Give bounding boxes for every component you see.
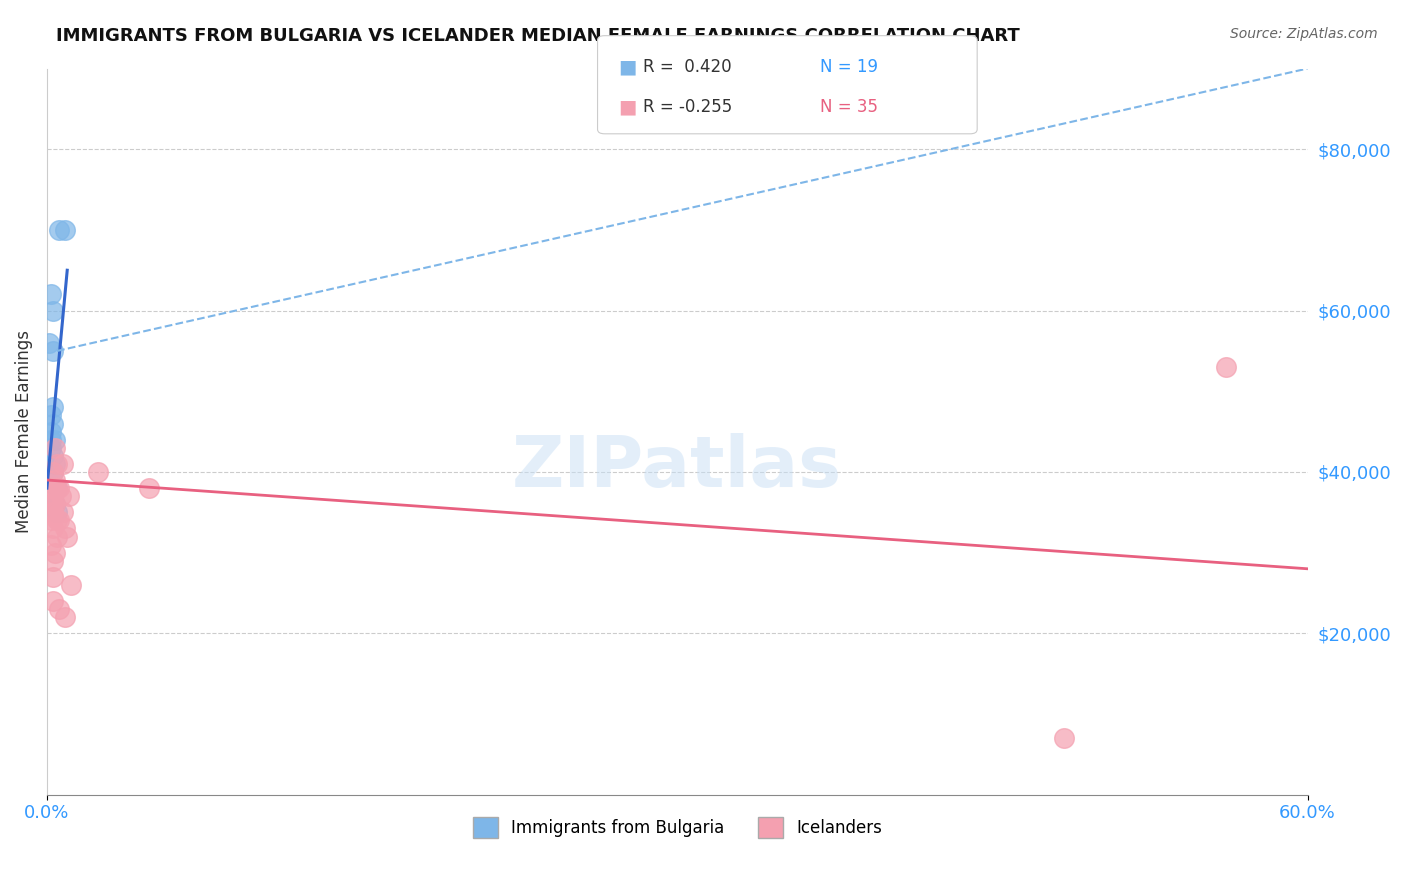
Point	[44, 497, 66, 511]
Point	[42, 465, 65, 479]
Point	[1052, 731, 1074, 746]
Text: IMMIGRANTS FROM BULGARIA VS ICELANDER MEDIAN FEMALE EARNINGS CORRELATION CHART: IMMIGRANTS FROM BULGARIA VS ICELANDER ME…	[56, 27, 1019, 45]
Point	[39, 481, 62, 495]
Point	[44, 473, 66, 487]
Point	[39, 441, 62, 455]
Point	[48, 481, 70, 495]
Text: N = 19: N = 19	[820, 58, 877, 76]
Point	[138, 481, 160, 495]
Text: ■: ■	[619, 57, 637, 77]
Text: N = 35: N = 35	[820, 98, 877, 116]
Point	[39, 513, 62, 527]
Text: R =  0.420: R = 0.420	[643, 58, 731, 76]
Text: ■: ■	[619, 97, 637, 117]
Point	[1215, 360, 1237, 375]
Point	[42, 594, 65, 608]
Point	[44, 457, 66, 471]
Point	[42, 401, 65, 415]
Point	[48, 223, 70, 237]
Point	[42, 497, 65, 511]
Point	[46, 505, 69, 519]
Point	[44, 497, 66, 511]
Text: R = -0.255: R = -0.255	[643, 98, 731, 116]
Point	[46, 513, 69, 527]
Point	[39, 409, 62, 423]
Point	[56, 529, 79, 543]
Point	[39, 425, 62, 439]
Point	[53, 521, 76, 535]
Point	[42, 417, 65, 431]
Point	[46, 529, 69, 543]
Point	[42, 465, 65, 479]
Point	[44, 481, 66, 495]
Point	[58, 489, 80, 503]
Point	[39, 497, 62, 511]
Point	[46, 481, 69, 495]
Point	[53, 223, 76, 237]
Point	[46, 481, 69, 495]
Point	[52, 457, 75, 471]
Point	[42, 570, 65, 584]
Point	[44, 433, 66, 447]
Point	[49, 489, 72, 503]
Point	[53, 610, 76, 624]
Point	[39, 287, 62, 301]
Point	[42, 505, 65, 519]
Point	[39, 538, 62, 552]
Point	[48, 513, 70, 527]
Point	[42, 449, 65, 463]
Y-axis label: Median Female Earnings: Median Female Earnings	[15, 330, 32, 533]
Point	[48, 602, 70, 616]
Text: Source: ZipAtlas.com: Source: ZipAtlas.com	[1230, 27, 1378, 41]
Point	[60, 578, 83, 592]
Point	[42, 554, 65, 568]
Point	[44, 441, 66, 455]
Point	[39, 433, 62, 447]
Point	[87, 465, 110, 479]
Text: ZIPatlas: ZIPatlas	[512, 434, 842, 502]
Point	[44, 546, 66, 560]
Point	[38, 335, 60, 350]
Point	[42, 303, 65, 318]
Point	[52, 505, 75, 519]
Point	[42, 343, 65, 358]
Point	[46, 457, 69, 471]
Point	[42, 521, 65, 535]
Legend: Immigrants from Bulgaria, Icelanders: Immigrants from Bulgaria, Icelanders	[465, 811, 889, 845]
